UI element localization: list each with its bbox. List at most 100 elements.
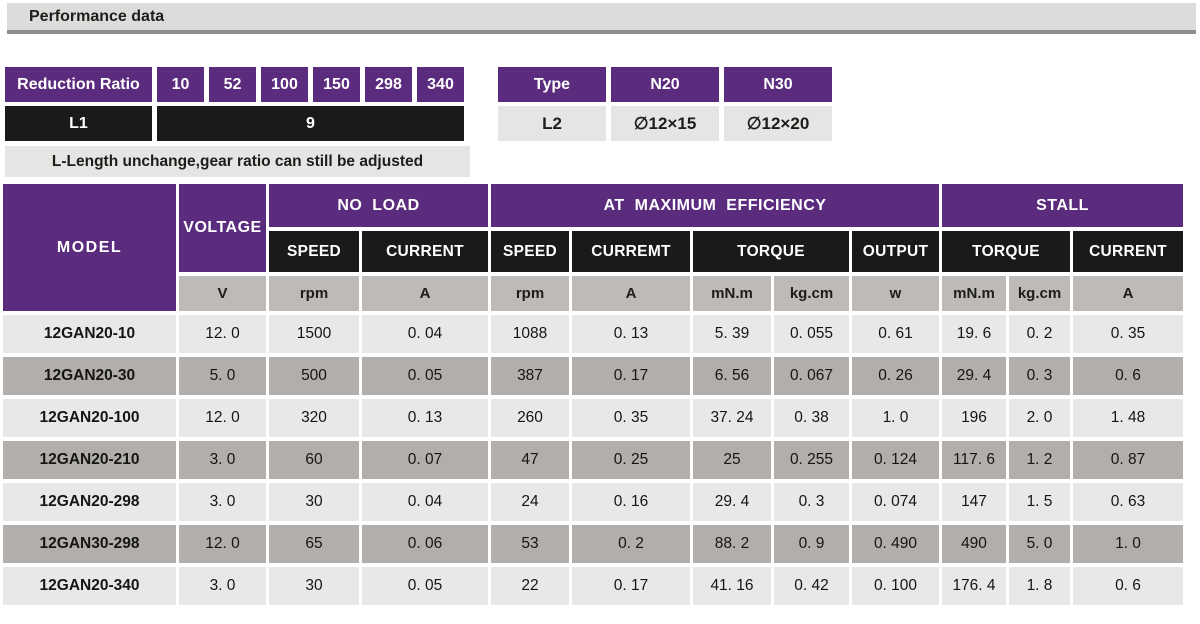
value-cell: 1. 2 [1009, 441, 1070, 479]
value-cell: 1500 [269, 315, 359, 353]
table-row: 12GAN20-340 3. 0 30 0. 05 22 0. 17 41. 16 0. 42… [3, 567, 1183, 605]
unit-no-load-current: A [362, 276, 488, 311]
type-block: Type N20 N30 L2 ∅12×15 ∅12×20 [493, 63, 837, 145]
value-cell: 0. 61 [852, 315, 939, 353]
value-cell: 500 [269, 357, 359, 395]
value-cell: 12. 0 [179, 399, 266, 437]
value-cell: 196 [942, 399, 1006, 437]
value-cell: 0. 3 [774, 483, 849, 521]
type-header-row: Type N20 N30 [498, 67, 832, 102]
subheader-me-torque: TORQUE [693, 231, 849, 272]
value-cell: 0. 87 [1073, 441, 1183, 479]
value-cell: 24 [491, 483, 569, 521]
value-cell: 0. 04 [362, 483, 488, 521]
value-cell: 147 [942, 483, 1006, 521]
type-header-cell: N30 [724, 67, 832, 102]
reduction-ratio-label: Reduction Ratio [5, 67, 152, 102]
table-row: 12GAN20-10 12. 0 1500 0. 04 1088 0. 13 5. 39 0.… [3, 315, 1183, 353]
value-cell: 12. 0 [179, 315, 266, 353]
value-cell: 260 [491, 399, 569, 437]
value-cell: 0. 067 [774, 357, 849, 395]
page-title-bar: Performance data [7, 3, 1196, 34]
table-row: 12GAN30-298 12. 0 65 0. 06 53 0. 2 88. 2 0. 9 0.… [3, 525, 1183, 563]
type-value-row: L2 ∅12×15 ∅12×20 [498, 106, 832, 141]
column-header-voltage: VOLTAGE [179, 184, 266, 272]
value-cell: 25 [693, 441, 771, 479]
value-cell: 0. 35 [572, 399, 690, 437]
value-cell: 53 [491, 525, 569, 563]
value-cell: 3. 0 [179, 441, 266, 479]
value-cell: 5. 39 [693, 315, 771, 353]
value-cell: 1088 [491, 315, 569, 353]
value-cell: 0. 13 [362, 399, 488, 437]
type-table: Type N20 N30 L2 ∅12×15 ∅12×20 [493, 63, 837, 145]
column-header-model: MODEL [3, 184, 176, 311]
value-cell: 0. 17 [572, 357, 690, 395]
n30-dimension-cell: ∅12×20 [724, 106, 832, 141]
value-cell: 1. 48 [1073, 399, 1183, 437]
subheader-stall-torque: TORQUE [942, 231, 1070, 272]
value-cell: 37. 24 [693, 399, 771, 437]
value-cell: 0. 9 [774, 525, 849, 563]
value-cell: 0. 05 [362, 567, 488, 605]
l1-value-cell: 9 [157, 106, 464, 141]
value-cell: 0. 2 [1009, 315, 1070, 353]
value-cell: 5. 0 [1009, 525, 1070, 563]
value-cell: 0. 17 [572, 567, 690, 605]
value-cell: 2. 0 [1009, 399, 1070, 437]
reduction-ratio-header-row: Reduction Ratio 10 52 100 150 298 340 [5, 67, 464, 102]
value-cell: 0. 16 [572, 483, 690, 521]
value-cell: 0. 35 [1073, 315, 1183, 353]
column-group-stall: STALL [942, 184, 1183, 227]
reduction-ratio-table: Reduction Ratio 10 52 100 150 298 340 L1… [0, 63, 469, 145]
value-cell: 0. 26 [852, 357, 939, 395]
performance-table-body: 12GAN20-10 12. 0 1500 0. 04 1088 0. 13 5. 39 0.… [3, 315, 1183, 605]
value-cell: 3. 0 [179, 567, 266, 605]
performance-table: MODEL VOLTAGE NO LOAD AT MAXIMUM EFFICIE… [0, 180, 1186, 609]
value-cell: 0. 06 [362, 525, 488, 563]
model-cell: 12GAN20-210 [3, 441, 176, 479]
value-cell: 176. 4 [942, 567, 1006, 605]
value-cell: 0. 13 [572, 315, 690, 353]
value-cell: 1. 0 [1073, 525, 1183, 563]
value-cell: 60 [269, 441, 359, 479]
value-cell: 0. 07 [362, 441, 488, 479]
model-cell: 12GAN20-30 [3, 357, 176, 395]
value-cell: 0. 490 [852, 525, 939, 563]
unit-stall-torque-kgcm: kg.cm [1009, 276, 1070, 311]
ratio-cell: 298 [365, 67, 412, 102]
value-cell: 29. 4 [693, 483, 771, 521]
ratio-cell: 340 [417, 67, 464, 102]
value-cell: 0. 25 [572, 441, 690, 479]
subheader-stall-current: CURRENT [1073, 231, 1183, 272]
unit-me-torque-mnm: mN.m [693, 276, 771, 311]
performance-table-block: MODEL VOLTAGE NO LOAD AT MAXIMUM EFFICIE… [0, 180, 1186, 609]
value-cell: 0. 124 [852, 441, 939, 479]
value-cell: 1. 8 [1009, 567, 1070, 605]
value-cell: 19. 6 [942, 315, 1006, 353]
value-cell: 30 [269, 483, 359, 521]
value-cell: 47 [491, 441, 569, 479]
value-cell: 22 [491, 567, 569, 605]
value-cell: 0. 05 [362, 357, 488, 395]
subheader-row: SPEED CURRENT SPEED CURREMT TORQUE OUTPU… [3, 231, 1183, 272]
model-cell: 12GAN20-298 [3, 483, 176, 521]
column-group-row: MODEL VOLTAGE NO LOAD AT MAXIMUM EFFICIE… [3, 184, 1183, 311]
page-title: Performance data [29, 8, 165, 25]
unit-stall-torque-mnm: mN.m [942, 276, 1006, 311]
type-header-cell: N20 [611, 67, 719, 102]
length-note: L-Length unchange,gear ratio can still b… [5, 146, 470, 177]
model-cell: 12GAN20-340 [3, 567, 176, 605]
column-group-no-load: NO LOAD [269, 184, 488, 227]
table-row: 12GAN20-100 12. 0 320 0. 13 260 0. 35 37. 24 0.… [3, 399, 1183, 437]
table-row: 12GAN20-210 3. 0 60 0. 07 47 0. 25 25 0. 255 0. … [3, 441, 1183, 479]
subheader-output: OUTPUT [852, 231, 939, 272]
l2-label-cell: L2 [498, 106, 606, 141]
ratio-cell: 10 [157, 67, 204, 102]
model-cell: 12GAN20-10 [3, 315, 176, 353]
value-cell: 5. 0 [179, 357, 266, 395]
value-cell: 0. 63 [1073, 483, 1183, 521]
value-cell: 3. 0 [179, 483, 266, 521]
type-header-cell: Type [498, 67, 606, 102]
ratio-cell: 100 [261, 67, 308, 102]
